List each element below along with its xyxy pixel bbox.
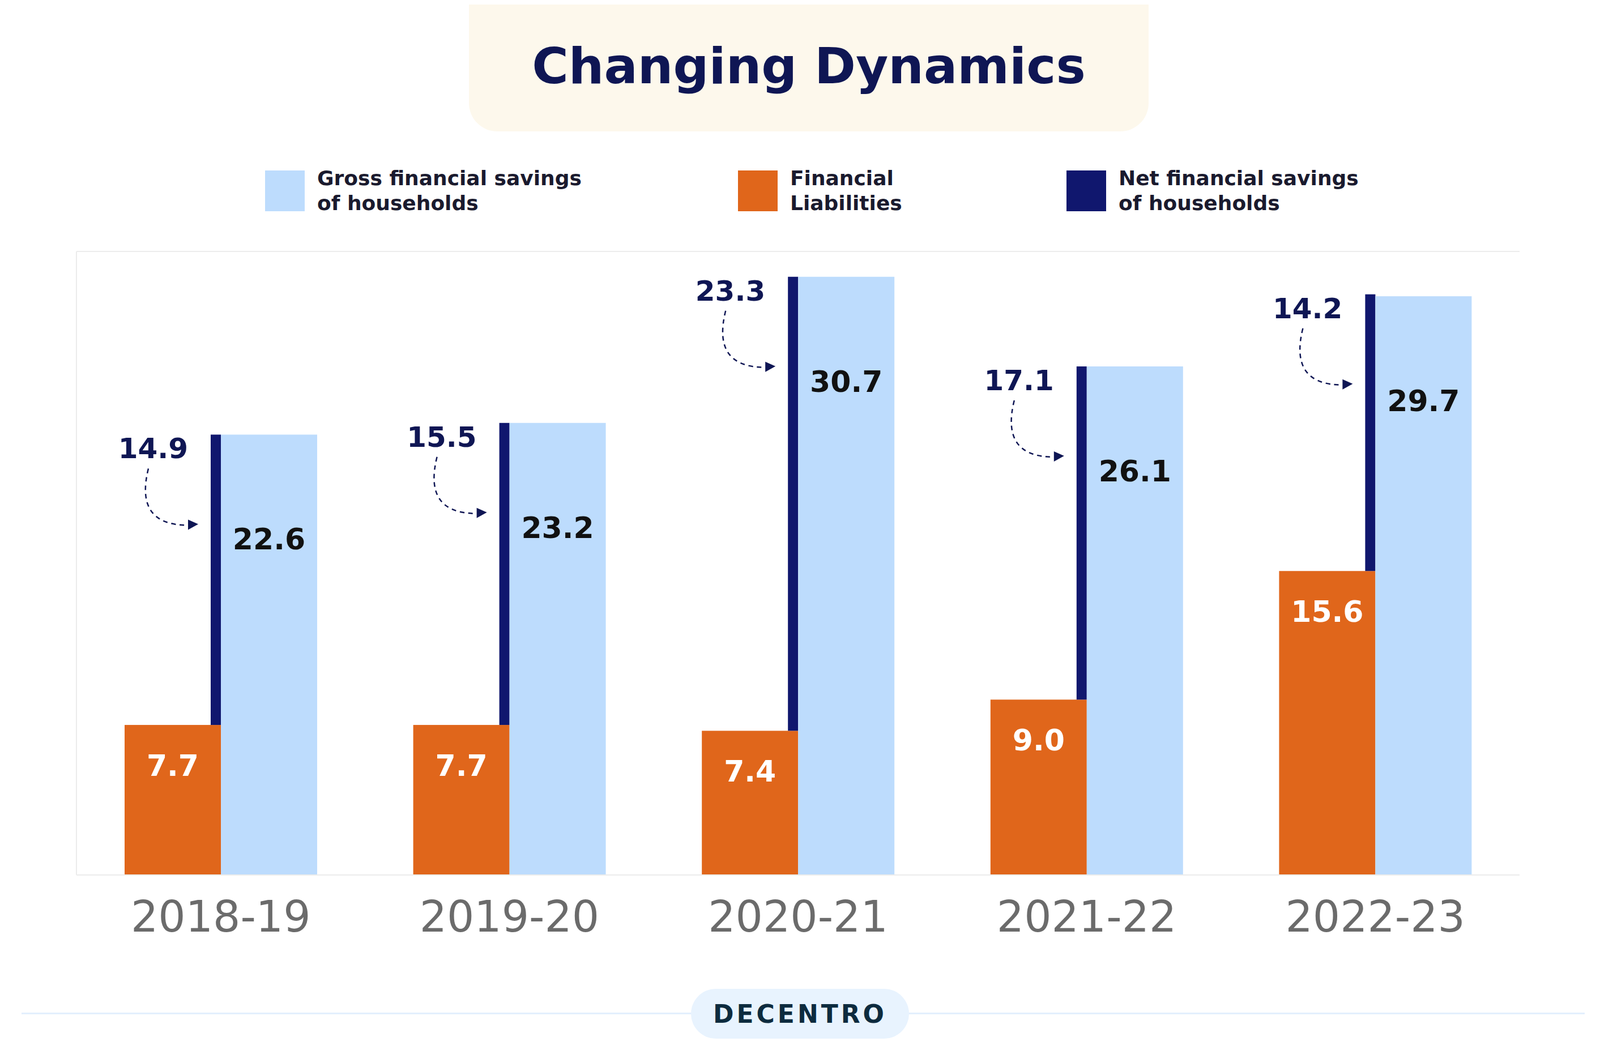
svg-text:29.7: 29.7	[1387, 384, 1460, 418]
html-text:Gross financial savings of hou: Gross financial savings of households	[317, 166, 582, 215]
svg-text:23.2: 23.2	[521, 510, 594, 545]
svg-text:23.3: 23.3	[695, 274, 766, 308]
svg-text:7.7: 7.7	[146, 748, 199, 783]
svg-text:22.6: 22.6	[232, 522, 306, 557]
svg-text:7.7: 7.7	[435, 748, 488, 783]
svg-text:30.7: 30.7	[809, 364, 883, 399]
svg-text:9.0: 9.0	[1012, 723, 1065, 758]
svg-text:14.9: 14.9	[118, 432, 189, 465]
svg-text:2018-19: 2018-19	[130, 891, 311, 942]
html-text:DECENTRO: DECENTRO	[713, 999, 887, 1029]
svg-text:14.2: 14.2	[1272, 292, 1343, 326]
svg-text:2021-22: 2021-22	[996, 891, 1177, 942]
svg-text:2022-23: 2022-23	[1285, 891, 1466, 942]
svg-text:17.1: 17.1	[983, 364, 1054, 398]
svg-text:15.6: 15.6	[1290, 594, 1364, 629]
svg-text:15.5: 15.5	[406, 420, 477, 454]
html-text:Net financial savings of house: Net financial savings of households	[1118, 166, 1359, 215]
svg-text:7.4: 7.4	[723, 754, 776, 789]
html-text:Financial Liabilities: Financial Liabilities	[790, 166, 903, 215]
html-text:Changing Dynamics: Changing Dynamics	[531, 36, 1086, 95]
svg-text:2020-21: 2020-21	[707, 891, 889, 942]
svg-text:2019-20: 2019-20	[419, 891, 600, 942]
svg-text:26.1: 26.1	[1098, 454, 1172, 489]
